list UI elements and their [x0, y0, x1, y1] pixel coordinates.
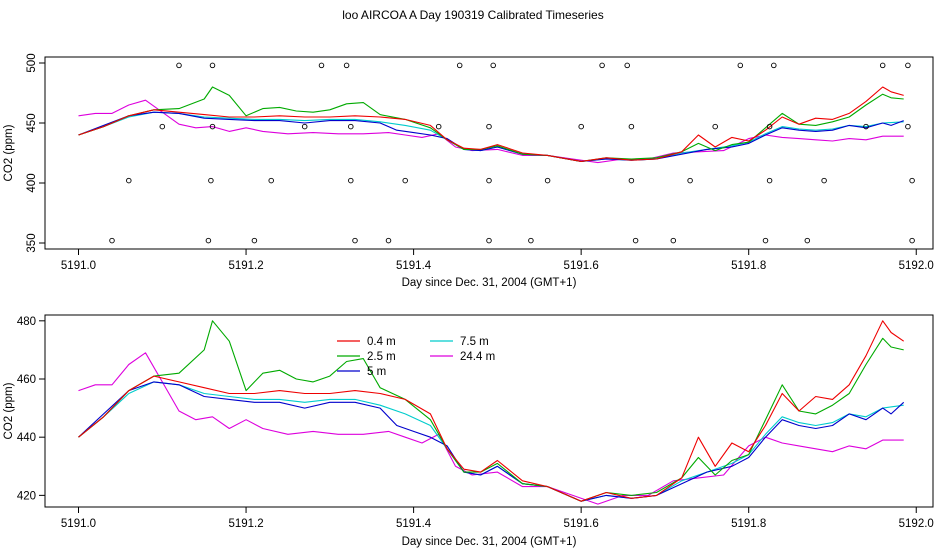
status-marker-24: [528, 237, 534, 244]
status-marker-23: [490, 62, 496, 69]
x-tick-label-top-0: 5191.0: [61, 260, 96, 272]
legend-label-5m: 5 m: [367, 366, 386, 378]
x-tick-label-bottom-3: 5191.6: [564, 518, 599, 530]
status-marker-17: [402, 177, 408, 184]
series-line-24-4m-bottom: [78, 352, 904, 505]
status-marker-29: [628, 123, 635, 130]
bottom-panel: 5191.0 5191.2 5191.4 5191.6 5191.8 5192.0 420 4…: [3, 314, 934, 548]
status-marker-15: [352, 237, 358, 244]
series-line-24-4m-top: [78, 99, 904, 164]
status-marker-36: [762, 237, 769, 244]
x-axis-label-top: Day since Dec. 31, 2004 (GMT+1): [402, 277, 577, 289]
series-line-2-5m-top: [78, 86, 904, 162]
top-panel: 5191.0 5191.2 5191.4 5191.6 5191.8 5192.0 350 4…: [3, 53, 934, 289]
status-marker-13: [348, 123, 354, 130]
legend: 0.4 m 2.5 m 5 m 7.5 m 24.4 m: [337, 336, 495, 378]
status-marker-35: [737, 62, 744, 69]
x-tick-label-top-3: 5191.6: [564, 260, 599, 272]
status-marker-8: [251, 237, 258, 244]
status-marker-3: [176, 62, 182, 69]
status-marker-45: [905, 123, 911, 130]
x-axis-label-bottom: Day since Dec. 31, 2004 (GMT+1): [402, 536, 577, 548]
legend-label-7-5m: 7.5 m: [460, 336, 489, 348]
status-marker-44: [905, 62, 911, 69]
y-tick-label-bottom-1: 440: [17, 432, 36, 444]
y-tick-label-top-3: 500: [26, 53, 38, 72]
status-marker-37: [766, 177, 773, 184]
series-line-5m-top: [78, 111, 904, 162]
status-marker-21: [486, 177, 492, 184]
x-tick-label-bottom-0: 5191.0: [61, 518, 96, 530]
x-tick-label-top-5: 5192.0: [899, 260, 934, 272]
status-marker-12: [343, 62, 350, 69]
status-marker-34: [712, 123, 718, 130]
x-tick-label-bottom-1: 5191.2: [228, 518, 263, 530]
status-marker-26: [578, 123, 584, 130]
plot-frame-bottom: [44, 314, 934, 508]
legend-label-0-4m: 0.4 m: [367, 336, 396, 348]
status-marker-46: [909, 177, 915, 184]
status-marker-5: [209, 123, 216, 130]
status-marker-42: [863, 123, 869, 130]
x-tick-label-top-4: 5191.8: [731, 260, 766, 272]
x-tick-label-bottom-4: 5191.8: [731, 518, 766, 530]
x-tick-label-top-2: 5191.4: [396, 260, 432, 272]
legend-label-2-5m: 2.5 m: [367, 351, 396, 363]
y-tick-label-top-2: 450: [26, 113, 38, 132]
status-marker-11: [318, 62, 325, 69]
y-tick-label-bottom-0: 420: [17, 490, 36, 502]
y-tick-label-bottom-2: 460: [17, 374, 36, 386]
status-marker-9: [268, 177, 274, 184]
status-marker-4: [205, 237, 212, 244]
status-marker-2: [159, 123, 166, 130]
x-tick-label-bottom-2: 5191.4: [396, 518, 432, 530]
status-marker-43: [879, 62, 886, 69]
plot-frame-top: [44, 56, 934, 250]
legend-label-24-4m: 24.4 m: [460, 351, 495, 363]
status-marker-16: [385, 237, 392, 244]
series-line-2-5m-bottom: [78, 320, 904, 502]
status-marker-7: [209, 62, 216, 69]
chart-title: loo AIRCOA A Day 190319 Calibrated Times…: [342, 8, 603, 22]
series-line-0-4m-top: [78, 86, 904, 162]
status-marker-41: [821, 177, 827, 184]
series-line-5m-bottom: [78, 381, 905, 502]
status-marker-25: [544, 177, 551, 184]
status-marker-18: [435, 123, 442, 130]
status-marker-19: [456, 62, 463, 69]
y-axis-label-top: CO2 (ppm): [3, 124, 15, 181]
x-tick-label-bottom-5: 5192.0: [899, 518, 934, 530]
y-axis-label-bottom: CO2 (ppm): [3, 382, 15, 439]
status-marker-27: [599, 62, 605, 69]
y-tick-label-top-1: 400: [26, 173, 38, 192]
status-marker-32: [670, 237, 677, 244]
status-marker-40: [804, 237, 811, 244]
status-marker-38: [766, 123, 773, 130]
y-tick-label-bottom-3: 480: [17, 316, 36, 328]
status-marker-39: [771, 62, 777, 69]
status-marker-10: [301, 123, 308, 130]
y-tick-label-top-0: 350: [26, 233, 38, 252]
status-marker-33: [687, 177, 693, 184]
status-marker-0: [109, 237, 115, 244]
status-marker-20: [486, 237, 492, 244]
status-marker-30: [628, 177, 635, 184]
status-marker-47: [909, 237, 915, 244]
series-line-0-4m-bottom: [78, 320, 905, 502]
status-marker-31: [632, 237, 639, 244]
status-marker-22: [486, 123, 492, 130]
status-marker-6: [208, 177, 214, 184]
x-tick-label-top-1: 5191.2: [228, 260, 263, 272]
series-line-7-5m-bottom: [78, 381, 904, 502]
status-marker-1: [126, 177, 132, 184]
status-marker-28: [624, 62, 630, 69]
status-marker-14: [348, 177, 354, 184]
